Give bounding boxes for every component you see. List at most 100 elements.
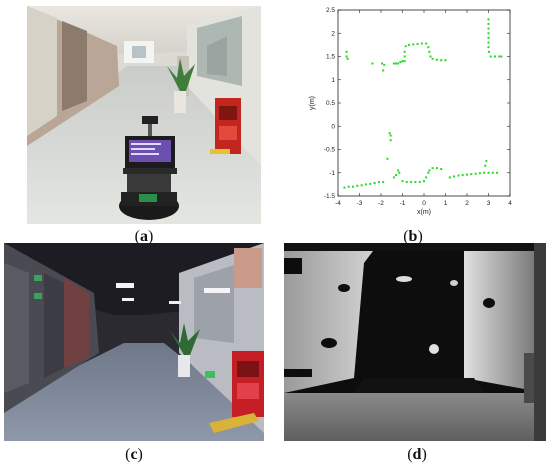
data-point	[440, 168, 443, 171]
data-point	[493, 55, 496, 58]
y-tick-label: 2	[331, 30, 335, 37]
data-point	[412, 43, 415, 46]
data-point	[466, 173, 468, 176]
data-point	[496, 171, 499, 174]
data-point	[395, 174, 398, 177]
data-point	[487, 22, 490, 25]
data-point	[403, 50, 406, 53]
data-point	[392, 62, 395, 65]
data-point	[364, 183, 367, 186]
data-point	[418, 181, 421, 184]
data-point	[382, 69, 385, 72]
data-point	[474, 172, 477, 175]
data-point	[435, 58, 438, 61]
data-point	[386, 157, 389, 160]
x-axis-label: x(m)	[417, 209, 431, 216]
data-point	[398, 171, 401, 174]
data-point	[425, 176, 428, 179]
x-tick-label: -3	[357, 200, 363, 207]
data-point	[403, 55, 406, 58]
y-tick-label: 0.5	[326, 100, 335, 107]
data-point	[483, 171, 486, 174]
data-point	[428, 50, 431, 53]
caption-a: (a)	[134, 228, 154, 245]
data-point	[346, 57, 349, 60]
x-tick-label: 3	[487, 200, 491, 207]
data-point	[392, 176, 395, 179]
data-point	[343, 186, 346, 189]
data-point	[444, 59, 447, 62]
data-point	[388, 132, 391, 135]
data-point	[487, 50, 490, 53]
data-point	[487, 32, 490, 35]
data-point	[457, 174, 460, 177]
depth-image	[284, 243, 546, 441]
photo-corridor-rgb	[4, 243, 264, 441]
data-point	[425, 42, 428, 45]
data-point	[429, 55, 432, 58]
data-point	[448, 176, 451, 179]
data-point	[356, 184, 359, 187]
photo-robot-corridor	[27, 6, 261, 224]
x-tick-label: -2	[378, 200, 384, 207]
data-point	[420, 42, 423, 45]
data-point	[427, 46, 430, 49]
data-point	[347, 185, 350, 188]
y-tick-label: 1.5	[326, 54, 335, 61]
data-point	[487, 27, 490, 30]
data-point	[345, 55, 348, 58]
scatter-plot-panel: -4 -3 -2 -1 0 1 2 3 4 -1.5 -1 -0.5 0 0.5 1 1.5 2 2.5 x(m) y…	[300, 2, 525, 227]
caption-b: (b)	[403, 228, 423, 245]
caption-c: (c)	[125, 446, 143, 463]
data-point	[373, 181, 376, 184]
data-point	[382, 181, 385, 184]
data-point	[371, 62, 374, 65]
caption-d: (d)	[407, 446, 427, 463]
data-point	[389, 134, 392, 137]
x-tick-label: 2	[465, 200, 469, 207]
x-tick-label: -4	[335, 200, 341, 207]
data-point	[383, 63, 386, 66]
data-point	[352, 185, 355, 188]
data-point	[478, 172, 481, 175]
plot-frame	[337, 9, 511, 197]
data-point	[389, 139, 392, 142]
x-tick-label: 4	[508, 200, 512, 207]
data-point	[485, 160, 488, 163]
data-point	[428, 169, 431, 172]
data-point	[401, 180, 404, 183]
data-point	[399, 61, 402, 64]
data-point	[487, 46, 490, 49]
data-point	[397, 169, 400, 172]
data-point	[435, 167, 438, 170]
data-point	[404, 45, 407, 48]
data-point	[440, 59, 443, 62]
y-tick-label: -0.5	[324, 147, 336, 154]
y-axis-label: y(m)	[309, 96, 316, 110]
data-point	[487, 171, 490, 174]
data-point	[453, 175, 456, 178]
data-point	[423, 180, 425, 183]
data-point	[484, 164, 487, 167]
data-point	[461, 174, 464, 177]
data-point	[345, 50, 348, 53]
data-point	[487, 41, 490, 44]
data-point	[405, 181, 408, 184]
data-point	[381, 62, 384, 65]
data-point	[491, 171, 494, 174]
x-tick-label: -1	[400, 200, 406, 207]
y-tick-label: -1	[329, 170, 335, 177]
y-tick-label: 2.5	[326, 7, 335, 14]
data-point	[489, 55, 492, 58]
y-tick-label: -1.5	[324, 193, 336, 200]
data-point	[487, 18, 490, 21]
data-point	[401, 60, 404, 63]
data-point	[377, 181, 380, 184]
data-point	[427, 171, 430, 174]
data-point	[487, 36, 490, 39]
data-point	[414, 181, 417, 184]
data-point	[407, 43, 410, 46]
y-tick-label: 1	[331, 77, 335, 84]
data-point	[403, 60, 406, 63]
data-point	[416, 42, 419, 45]
